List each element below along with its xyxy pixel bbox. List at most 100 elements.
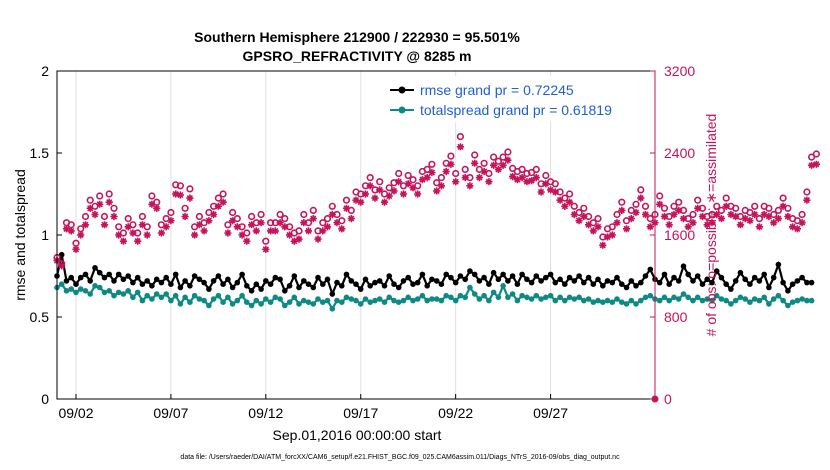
totalspread-point — [718, 296, 725, 302]
possible-point — [390, 179, 398, 187]
totalspread-point — [163, 291, 169, 297]
assimilated-point — [295, 235, 303, 243]
totalspread-point — [638, 297, 644, 304]
rmse-point — [286, 283, 293, 289]
totalspread-point — [704, 296, 710, 302]
possible-point — [632, 200, 640, 208]
rmse-point — [675, 278, 682, 284]
assimilated-point — [67, 227, 75, 235]
totalspread-point — [756, 297, 763, 304]
totalspread-point — [405, 294, 412, 301]
totalspread-point — [538, 296, 544, 302]
rmse-point — [471, 271, 478, 278]
rmse-point — [457, 273, 464, 279]
totalspread-point — [732, 297, 739, 304]
assimilated-point — [551, 188, 559, 196]
totalspread-point — [585, 296, 592, 302]
assimilated-point — [475, 174, 483, 182]
assimilated-point — [523, 178, 531, 186]
rmse-point — [253, 281, 260, 288]
rmse-point — [713, 268, 720, 274]
possible-point — [248, 212, 256, 221]
totalspread-point — [666, 297, 672, 304]
totalspread-point — [329, 306, 336, 312]
rmse-point — [291, 273, 298, 279]
assimilated-point — [599, 241, 607, 249]
assimilated-point — [148, 200, 156, 208]
y-right-tick-label-2: 1600 — [664, 227, 695, 243]
possible-point — [803, 188, 811, 196]
assimilated-point — [746, 217, 754, 225]
assimilated-point — [608, 231, 616, 239]
assimilated-point — [271, 227, 279, 235]
totalspread-point — [808, 297, 815, 304]
totalspread-point — [158, 294, 165, 301]
y-right-tick-label-0: 0 — [664, 391, 672, 407]
totalspread-point — [239, 292, 245, 299]
rmse-point — [742, 276, 748, 283]
rmse-point — [111, 278, 117, 284]
possible-point — [751, 202, 759, 210]
possible-point — [456, 133, 465, 141]
assimilated-point — [694, 204, 702, 212]
assimilated-point — [380, 198, 389, 206]
possible-point — [452, 169, 460, 178]
assimilated-point — [77, 231, 85, 239]
totalspread-point — [761, 294, 767, 301]
possible-point — [504, 148, 512, 156]
rmse-point — [666, 281, 672, 288]
rmse-point — [775, 261, 782, 268]
rmse-point — [623, 284, 630, 291]
series-rmse — [54, 251, 815, 298]
assimilated-point — [252, 227, 260, 235]
assimilated-point — [741, 215, 749, 223]
rmse-point — [495, 276, 502, 283]
legend-box — [386, 76, 644, 122]
rmse-point — [808, 279, 815, 286]
rmse-point — [400, 278, 407, 284]
assimilated-point — [224, 229, 232, 237]
rmse-point — [533, 273, 540, 279]
totalspread-point — [381, 299, 388, 306]
totalspread-point — [680, 291, 687, 297]
rmse-point — [101, 274, 108, 281]
totalspread-point — [675, 296, 682, 302]
assimilated-point — [632, 208, 640, 217]
possible-point — [309, 206, 317, 214]
possible-point — [267, 219, 275, 227]
rmse-point — [476, 278, 483, 284]
rmse-point — [206, 286, 212, 292]
rmse-point — [125, 273, 131, 279]
assimilated-point — [233, 223, 241, 231]
assimilated-point — [371, 194, 379, 202]
assimilated-point — [703, 221, 711, 229]
assimilated-point — [58, 262, 66, 270]
rmse-point — [699, 281, 706, 288]
rmse-point — [315, 274, 321, 281]
rmse-point — [372, 279, 378, 286]
legend-label-totalspread: totalspread grand pr = 0.61819 — [420, 102, 612, 118]
x-tick-label-1: 09/07 — [153, 405, 188, 421]
totalspread-point — [248, 302, 255, 309]
assimilated-point — [281, 223, 289, 231]
rmse-point — [595, 276, 601, 283]
rmse-point — [642, 273, 649, 279]
rmse-point — [519, 271, 525, 278]
assimilated-point — [765, 212, 773, 221]
rmse-point — [130, 279, 136, 286]
rmse-point — [562, 281, 568, 288]
possible-point — [461, 165, 469, 173]
possible-point — [262, 237, 270, 245]
rmse-point — [324, 276, 331, 283]
assimilated-point — [547, 186, 555, 194]
rmse-point — [766, 284, 772, 291]
assimilated-point — [91, 210, 99, 219]
possible-point — [675, 198, 683, 206]
rmse-point — [638, 279, 644, 286]
totalspread-point — [73, 289, 79, 296]
assimilated-point — [248, 221, 256, 229]
assimilated-point — [456, 143, 464, 151]
possible-point — [433, 179, 441, 187]
rmse-point — [770, 274, 777, 281]
